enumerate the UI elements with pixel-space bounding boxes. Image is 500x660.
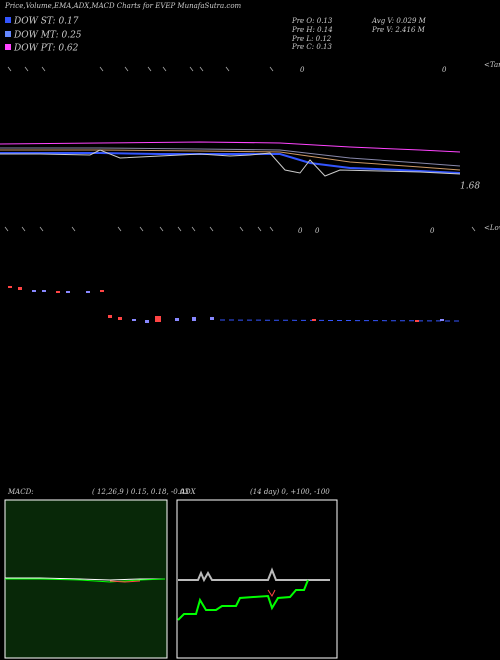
adx-lines <box>177 567 330 621</box>
marker: 0 <box>298 227 303 235</box>
stat: Pre C: 0.13 <box>291 43 332 51</box>
legend-label: DOW PT: 0.62 <box>13 44 79 54</box>
legend-swatch <box>5 17 11 23</box>
price-lines <box>0 141 461 177</box>
legend-label: DOW ST: 0.17 <box>13 17 79 27</box>
price-label: 1.68 <box>460 182 480 192</box>
legend-swatch <box>5 44 11 50</box>
legend-label: DOW MT: 0.25 <box>13 31 82 41</box>
panel-title: MACD: <box>7 488 34 496</box>
page-title: Price,Volume,EMA,ADX,MACD Charts for EVE… <box>4 2 242 10</box>
panel-params: ( 12,26,9 ) 0.15, 0.18, -0.03 <box>92 488 189 496</box>
axis-note: <Targ <box>484 61 500 69</box>
marker: 0 <box>315 227 320 235</box>
macd-lines <box>5 577 166 583</box>
axis-note: <Lowes <box>484 224 500 232</box>
marker: 0 <box>442 66 447 74</box>
stat: Pre V: 2.416 M <box>371 26 426 34</box>
candles <box>8 286 461 323</box>
stat: Avg V: 0.029 M <box>371 17 427 25</box>
marker: 0 <box>430 227 435 235</box>
stat: Pre H: 0.14 <box>291 26 333 34</box>
legend-swatch <box>5 31 11 37</box>
stat: Pre L: 0.12 <box>291 35 332 43</box>
marker: 0 <box>300 66 305 74</box>
signal-ticks <box>4 66 476 232</box>
panel-title: ADX <box>179 488 197 496</box>
panel-params: (14 day) 0, +100, -100 <box>250 488 330 496</box>
stat: Pre O: 0.13 <box>291 17 333 25</box>
